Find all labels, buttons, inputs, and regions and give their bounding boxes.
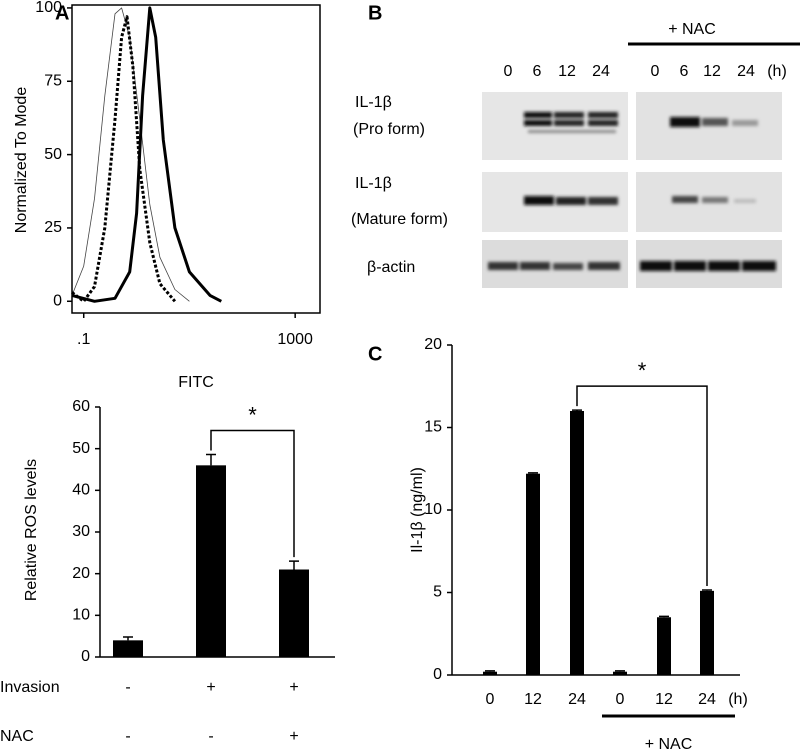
histogram-line [71, 15, 177, 303]
significance-bracket [576, 385, 708, 587]
lane-label: 0 [504, 63, 513, 80]
bar [613, 671, 627, 675]
row-label: β-actin [367, 259, 415, 276]
error-bar [659, 615, 669, 618]
panel-label: B [368, 2, 382, 24]
y-tick-label: 0 [433, 666, 442, 683]
condition-mark: + [289, 679, 298, 696]
row-label: (Mature form) [351, 211, 448, 228]
y-tick-label: 5 [433, 584, 442, 601]
x-tick-label: .1 [77, 331, 90, 348]
y-tick-label: 75 [44, 72, 62, 89]
y-tick-label: 40 [72, 482, 90, 499]
condition-label: NAC [0, 728, 34, 745]
treatment-label: + NAC [668, 21, 716, 38]
bar [526, 473, 540, 675]
unit-label: (h) [767, 63, 787, 80]
y-axis-label: Il-1β (ng/ml) [409, 467, 426, 553]
x-tick-label: 0 [616, 691, 625, 708]
x-axis-label: FITC [178, 374, 214, 391]
histogram-line [71, 7, 190, 302]
x-tick-label: 1000 [277, 331, 313, 348]
lane-label: 6 [533, 63, 542, 80]
lane-label: 24 [737, 63, 755, 80]
bar [570, 411, 584, 675]
x-tick-label: 0 [486, 691, 495, 708]
significance-bracket [210, 429, 295, 558]
blot [482, 92, 782, 288]
condition-mark: + [289, 728, 298, 745]
lane-label: 12 [703, 63, 721, 80]
plot-frame [71, 4, 321, 314]
y-tick-label: 50 [72, 440, 90, 457]
error-bar [485, 670, 495, 672]
error-bar [206, 453, 216, 466]
condition-mark: - [125, 679, 130, 696]
y-axis-label: Normalized To Mode [13, 87, 30, 234]
error-bar [572, 409, 582, 411]
condition-mark: + [206, 679, 215, 696]
y-axis-label: Relative ROS levels [23, 459, 40, 601]
row-label: IL-1β [355, 94, 392, 111]
error-bar [123, 636, 133, 641]
y-tick-label: 20 [424, 336, 442, 353]
panel-label: A [55, 2, 69, 24]
row-label: (Pro form) [353, 121, 425, 138]
x-tick-label: 24 [568, 691, 586, 708]
bar [196, 465, 226, 657]
bar [700, 590, 714, 675]
y-tick-label: 0 [81, 648, 90, 665]
group-label: + NAC [645, 736, 693, 753]
error-bar [702, 589, 712, 591]
y-tick-label: 50 [44, 146, 62, 163]
error-bar [615, 670, 625, 672]
lane-label: 24 [592, 63, 610, 80]
lane-label: 0 [651, 63, 660, 80]
lane-label: 12 [558, 63, 576, 80]
y-tick-label: 0 [53, 292, 62, 309]
x-tick-label: 12 [655, 691, 673, 708]
y-tick-label: 25 [44, 219, 62, 236]
histogram-line [71, 6, 222, 303]
condition-mark: - [208, 728, 213, 745]
y-tick-label: 20 [72, 565, 90, 582]
significance-label: * [638, 358, 647, 383]
panel-label: C [368, 343, 382, 365]
y-tick-label: 15 [424, 419, 442, 436]
x-tick-label: 12 [524, 691, 542, 708]
bar [657, 617, 671, 675]
x-tick-label: 24 [698, 691, 716, 708]
row-label: IL-1β [355, 175, 392, 192]
y-tick-label: 30 [72, 523, 90, 540]
bar [279, 569, 309, 657]
bar [113, 640, 143, 657]
bar [483, 671, 497, 675]
error-bar [289, 560, 299, 570]
y-tick-label: 100 [35, 0, 62, 16]
lane-labels: 0 6 12 24 0 6 12 24 (h) [504, 63, 787, 80]
significance-label: * [248, 402, 257, 427]
y-tick-label: 60 [72, 398, 90, 415]
condition-label: Invasion [0, 679, 60, 696]
y-tick-label: 10 [424, 501, 442, 518]
lane-label: 6 [680, 63, 689, 80]
y-tick-label: 10 [72, 607, 90, 624]
condition-mark: - [125, 728, 130, 745]
error-bar [528, 472, 538, 474]
unit-label: (h) [728, 691, 748, 708]
